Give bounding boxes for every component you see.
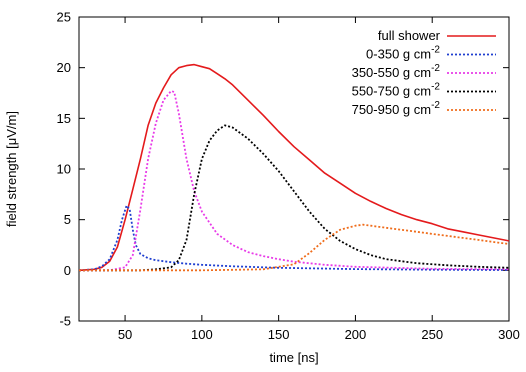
y-tick-label: 20 [57,60,71,75]
y-tick-label: -5 [59,314,71,329]
x-tick-label: 300 [498,327,520,342]
x-axis-label: time [ns] [269,350,318,365]
legend-label: 550-750 g cm-2 [352,82,441,99]
y-tick-label: 10 [57,162,71,177]
x-tick-label: 250 [421,327,443,342]
plot-curves [78,63,510,272]
series-line-2 [78,204,510,272]
series-line-1 [78,63,510,272]
y-tick-label: 0 [64,263,71,278]
legend-label: 750-950 g cm-2 [352,100,441,117]
y-tick-label: 5 [64,212,71,227]
plot-frame [78,16,510,322]
x-tick-label: 100 [191,327,213,342]
legend-label: 0-350 g cm-2 [366,45,440,62]
series-line-4 [79,124,510,272]
y-axis-label: field strength [μV/m] [4,111,19,227]
legend-label: full shower [378,28,441,43]
x-tick-label: 50 [118,327,132,342]
x-tick-label: 200 [345,327,367,342]
series-line-5 [79,223,510,272]
legend-label: 350-550 g cm-2 [352,63,441,80]
y-tick-label: 25 [57,10,71,25]
y-tick-label: 15 [57,111,71,126]
x-tick-label: 150 [268,327,290,342]
axis-ticks: 50 100 150 200 250 300 -5 0 5 10 15 20 25 [57,10,520,343]
series-line-3 [79,90,510,272]
